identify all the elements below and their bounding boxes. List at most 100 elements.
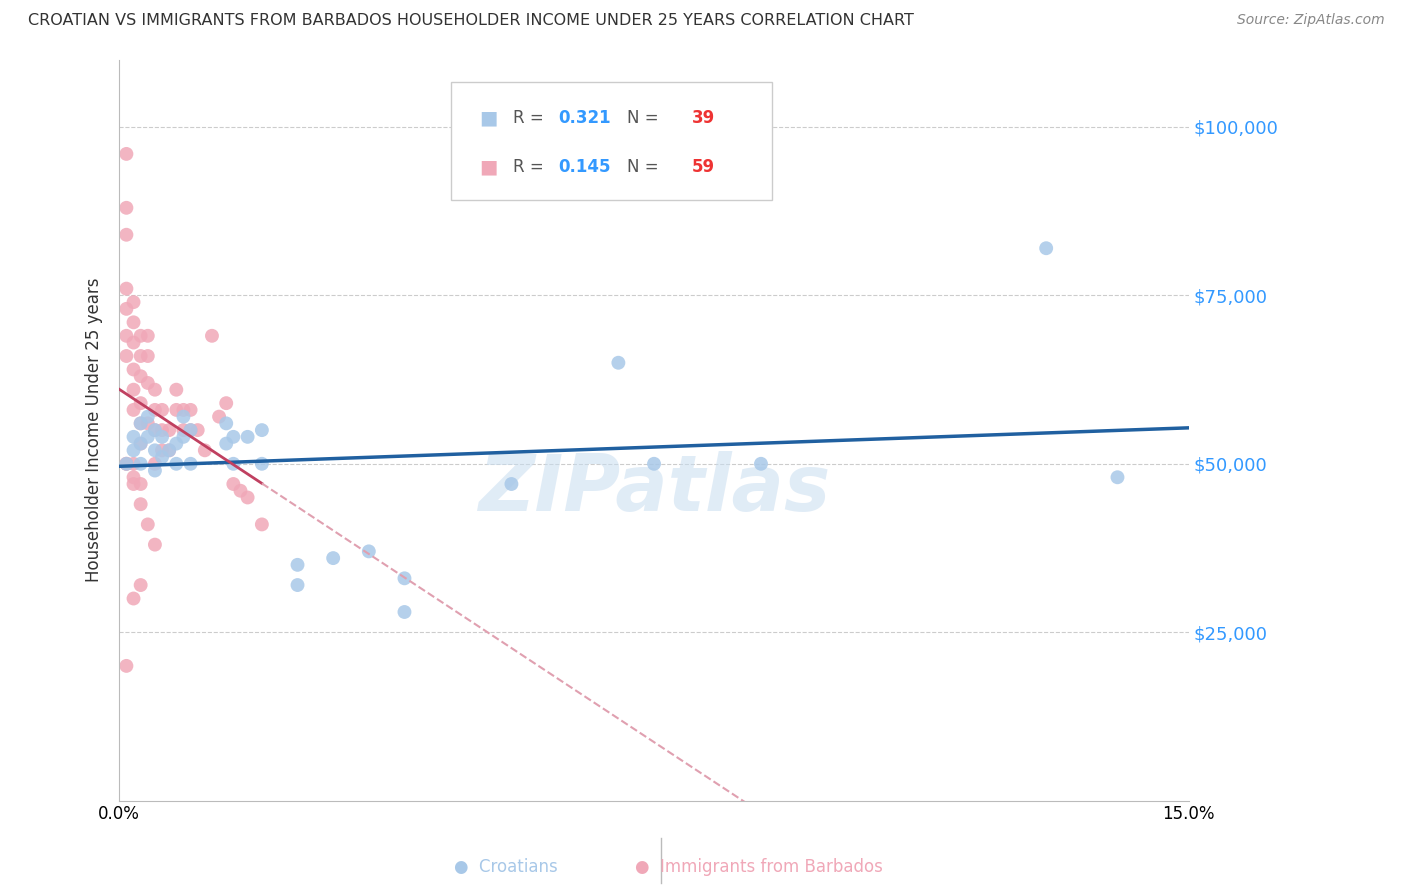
Point bbox=[115, 457, 138, 471]
Point bbox=[115, 201, 138, 215]
Point bbox=[143, 423, 166, 437]
Point bbox=[122, 477, 145, 491]
Point bbox=[122, 335, 145, 350]
Point bbox=[150, 450, 173, 464]
FancyBboxPatch shape bbox=[451, 82, 772, 201]
Point bbox=[236, 491, 259, 505]
Point bbox=[501, 477, 523, 491]
Point bbox=[122, 430, 145, 444]
Point bbox=[187, 423, 209, 437]
Point bbox=[115, 457, 138, 471]
Point bbox=[287, 558, 309, 572]
Point bbox=[215, 436, 238, 450]
Point bbox=[143, 403, 166, 417]
Point bbox=[157, 423, 180, 437]
Point bbox=[143, 538, 166, 552]
Text: ZIPatlas: ZIPatlas bbox=[478, 451, 830, 527]
Point bbox=[157, 443, 180, 458]
Text: R =: R = bbox=[513, 158, 548, 176]
Point bbox=[143, 383, 166, 397]
Point bbox=[150, 403, 173, 417]
Point bbox=[180, 403, 202, 417]
Point bbox=[250, 517, 273, 532]
Point bbox=[143, 423, 166, 437]
Text: 0.145: 0.145 bbox=[558, 158, 610, 176]
Point bbox=[122, 443, 145, 458]
Point bbox=[136, 349, 159, 363]
Point bbox=[150, 443, 173, 458]
Point bbox=[215, 396, 238, 410]
Point bbox=[229, 483, 252, 498]
Point bbox=[180, 423, 202, 437]
Point bbox=[129, 417, 152, 431]
Point bbox=[180, 457, 202, 471]
Point bbox=[394, 571, 416, 585]
Text: Source: ZipAtlas.com: Source: ZipAtlas.com bbox=[1237, 13, 1385, 28]
Point bbox=[129, 477, 152, 491]
Point bbox=[136, 409, 159, 424]
Point bbox=[115, 457, 138, 471]
Point bbox=[122, 457, 145, 471]
Text: 0.321: 0.321 bbox=[558, 110, 610, 128]
Point bbox=[129, 578, 152, 592]
Point bbox=[115, 328, 138, 343]
Point bbox=[1035, 241, 1057, 255]
Point bbox=[115, 227, 138, 242]
Point bbox=[136, 328, 159, 343]
Point bbox=[250, 457, 273, 471]
Point bbox=[357, 544, 380, 558]
Point bbox=[172, 403, 194, 417]
Point bbox=[165, 383, 187, 397]
Point bbox=[122, 295, 145, 310]
Point bbox=[172, 423, 194, 437]
Text: CROATIAN VS IMMIGRANTS FROM BARBADOS HOUSEHOLDER INCOME UNDER 25 YEARS CORRELATI: CROATIAN VS IMMIGRANTS FROM BARBADOS HOU… bbox=[28, 13, 914, 29]
Point bbox=[250, 423, 273, 437]
Text: ●  Croatians: ● Croatians bbox=[454, 858, 558, 876]
Point bbox=[129, 396, 152, 410]
Text: N =: N = bbox=[627, 158, 664, 176]
Point bbox=[322, 551, 344, 566]
Text: ●  Immigrants from Barbados: ● Immigrants from Barbados bbox=[636, 858, 883, 876]
Point bbox=[222, 477, 245, 491]
Point bbox=[122, 403, 145, 417]
Point bbox=[129, 417, 152, 431]
Point bbox=[122, 383, 145, 397]
Point bbox=[607, 356, 630, 370]
Point bbox=[136, 376, 159, 390]
Y-axis label: Householder Income Under 25 years: Householder Income Under 25 years bbox=[86, 278, 103, 582]
Point bbox=[143, 443, 166, 458]
Point bbox=[115, 659, 138, 673]
Point bbox=[172, 430, 194, 444]
Point bbox=[150, 430, 173, 444]
Point bbox=[122, 315, 145, 329]
Point bbox=[208, 409, 231, 424]
Point bbox=[129, 369, 152, 384]
Point bbox=[129, 497, 152, 511]
Point bbox=[122, 362, 145, 376]
Point bbox=[222, 457, 245, 471]
Point bbox=[201, 328, 224, 343]
Text: 59: 59 bbox=[692, 158, 714, 176]
Point bbox=[1107, 470, 1129, 484]
Text: N =: N = bbox=[627, 110, 664, 128]
Point bbox=[194, 443, 217, 458]
Point bbox=[129, 436, 152, 450]
Point bbox=[115, 349, 138, 363]
Point bbox=[165, 403, 187, 417]
Point bbox=[136, 417, 159, 431]
Text: R =: R = bbox=[513, 110, 548, 128]
Point bbox=[157, 443, 180, 458]
Point bbox=[394, 605, 416, 619]
Point bbox=[165, 436, 187, 450]
Point bbox=[122, 470, 145, 484]
Point bbox=[287, 578, 309, 592]
Point bbox=[236, 430, 259, 444]
Point bbox=[129, 436, 152, 450]
Point bbox=[143, 463, 166, 477]
Point bbox=[115, 301, 138, 316]
Point bbox=[643, 457, 665, 471]
Point bbox=[122, 591, 145, 606]
Point bbox=[150, 423, 173, 437]
Point bbox=[215, 417, 238, 431]
Point bbox=[222, 430, 245, 444]
